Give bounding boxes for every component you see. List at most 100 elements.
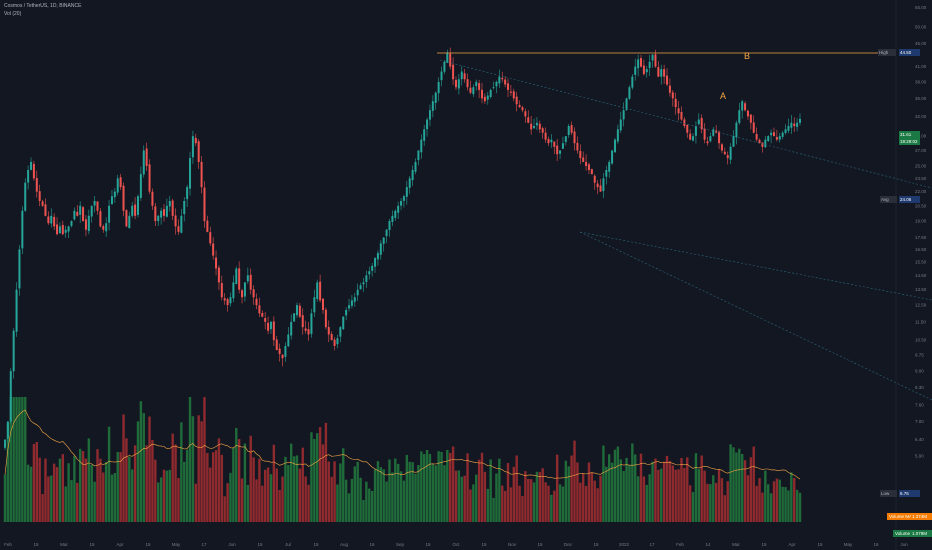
- volume-ma-label-tag: Volume MA: [887, 513, 915, 520]
- x-tick-label: 15: [425, 542, 431, 547]
- candle: [284, 342, 287, 362]
- candle: [772, 127, 775, 137]
- volume-bar: [344, 479, 348, 522]
- candle: [191, 130, 194, 164]
- candle-body: [799, 118, 801, 123]
- candle-body: [712, 129, 715, 136]
- volume-bar: [362, 500, 365, 522]
- candle-body: [324, 309, 327, 328]
- candle: [400, 198, 403, 211]
- candle: [397, 201, 400, 219]
- candle: [515, 92, 518, 112]
- candle-body: [160, 210, 163, 218]
- candle-body: [261, 313, 264, 317]
- candle: [246, 267, 249, 284]
- candle: [93, 195, 96, 213]
- candle-body: [206, 220, 209, 232]
- volume-bar: [55, 467, 59, 522]
- volume-bar: [726, 481, 729, 522]
- candle: [255, 293, 258, 310]
- x-tick-label: 15: [761, 542, 767, 547]
- volume-bar: [619, 459, 622, 522]
- volume-bar: [570, 455, 573, 522]
- volume-bar: [93, 481, 96, 522]
- candle: [674, 92, 677, 115]
- candle-body: [573, 131, 576, 144]
- candle: [744, 101, 747, 112]
- candle: [290, 314, 293, 340]
- volume-bar: [84, 458, 88, 522]
- candle: [657, 61, 660, 78]
- volume-ma-value-tag: 1.374M: [911, 513, 932, 520]
- candle-body: [168, 200, 171, 207]
- volume-bar: [255, 479, 258, 522]
- candle: [154, 202, 157, 226]
- volume-bar: [298, 468, 302, 522]
- candle-body: [24, 182, 27, 211]
- candle: [417, 150, 420, 166]
- candle-body: [504, 79, 507, 85]
- candle: [6, 420, 9, 443]
- candle: [142, 145, 145, 178]
- candle: [203, 181, 206, 228]
- volume-bar: [12, 397, 15, 522]
- candle-body: [374, 258, 377, 267]
- y-tick-label: 16.50: [915, 247, 927, 252]
- candle: [249, 268, 252, 295]
- volume-bar: [263, 469, 267, 522]
- candle-body: [275, 339, 278, 350]
- candle-body: [697, 119, 700, 125]
- volume-bar: [486, 488, 489, 522]
- candle: [564, 136, 567, 146]
- volume-bar: [139, 401, 143, 522]
- candle: [67, 225, 70, 238]
- candle: [764, 136, 767, 149]
- candle: [775, 129, 778, 142]
- candle: [330, 331, 333, 341]
- y-tick-label: 19.00: [915, 219, 927, 224]
- volume-bar: [787, 490, 790, 522]
- candle: [640, 54, 642, 68]
- candle-body: [333, 339, 336, 346]
- volume-bar: [555, 454, 559, 522]
- candle-body: [599, 185, 602, 192]
- y-tick-label: 35.00: [915, 96, 927, 101]
- candle-body: [674, 98, 677, 108]
- candle-body: [501, 77, 504, 80]
- candle: [454, 76, 457, 90]
- candle: [749, 114, 752, 130]
- low-label-tag: Low: [880, 490, 897, 497]
- volume-bar: [596, 488, 599, 522]
- candle-body: [235, 268, 238, 285]
- candle-body: [602, 178, 605, 192]
- candle: [533, 118, 536, 129]
- volume-bar: [506, 463, 510, 522]
- candle-body: [269, 321, 272, 330]
- candle-body: [559, 150, 562, 154]
- volume-bar: [688, 485, 692, 522]
- volume-bar: [671, 465, 674, 522]
- candle: [304, 320, 307, 334]
- volume-bar: [460, 476, 463, 522]
- x-tick-label: 2022: [619, 542, 630, 547]
- volume-bar: [235, 427, 238, 522]
- volume-bar: [87, 438, 91, 522]
- label-a: A: [720, 91, 726, 101]
- candle: [613, 138, 616, 153]
- candle-body: [434, 92, 437, 103]
- volume-bar: [278, 490, 281, 522]
- candle: [481, 82, 483, 104]
- candle: [443, 60, 446, 75]
- candle-body: [136, 196, 139, 215]
- candle-body: [544, 132, 547, 140]
- candle: [593, 174, 596, 190]
- volume-bar: [795, 489, 799, 522]
- candle: [587, 162, 590, 175]
- candle-body: [189, 158, 192, 189]
- volume-bar: [477, 459, 481, 522]
- candle-body: [105, 223, 108, 232]
- candle-body: [293, 313, 296, 322]
- volume-bar: [480, 452, 484, 522]
- volume-bar: [758, 478, 761, 522]
